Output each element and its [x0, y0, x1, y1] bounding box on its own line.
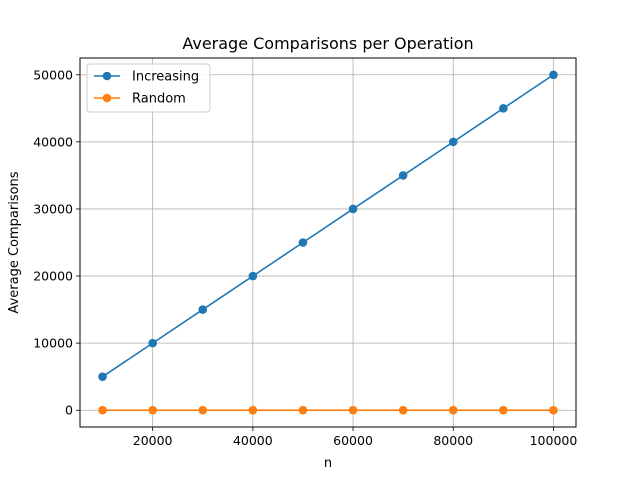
- random-point: [298, 405, 308, 415]
- ticks: 20000 40000 60000 80000 100000 0 10000 20000 300…: [33, 67, 577, 448]
- series-random: [98, 405, 558, 415]
- random-point: [198, 405, 208, 415]
- series-layer: [98, 70, 558, 415]
- plot-frame: [79, 57, 577, 428]
- increasing-point: [499, 104, 508, 113]
- y-axis-title: Average Comparisons: [7, 171, 22, 313]
- legend-marker-swatch: [102, 93, 112, 103]
- legend-label: Increasing: [132, 70, 199, 85]
- increasing-point: [198, 305, 208, 314]
- x-tick-label: 100000: [530, 433, 578, 448]
- increasing-point: [398, 171, 408, 180]
- increasing-line: [102, 74, 554, 378]
- increasing-point: [98, 372, 107, 381]
- x-axis-title: n: [324, 456, 332, 471]
- legend-marker-swatch: [102, 71, 112, 81]
- y-tick-label: 10000: [33, 336, 73, 351]
- random-point: [148, 405, 157, 415]
- legend-item-increasing: Increasing: [94, 70, 199, 85]
- x-tick-label: 60000: [333, 433, 373, 448]
- y-tick-label: 50000: [33, 67, 73, 82]
- random-point: [499, 405, 508, 415]
- legend-item-random: Random: [94, 92, 186, 107]
- increasing-point: [348, 204, 358, 214]
- increasing-point: [248, 271, 258, 281]
- legend: Increasing Random: [86, 63, 211, 113]
- increasing-point: [448, 137, 458, 147]
- y-tick-label: 30000: [33, 201, 73, 216]
- random-point: [448, 405, 458, 415]
- increasing-point: [148, 338, 157, 348]
- increasing-point: [298, 238, 308, 247]
- random-point: [98, 405, 107, 415]
- random-point: [348, 405, 358, 415]
- x-tick-label: 40000: [233, 433, 273, 448]
- grid: [80, 58, 576, 427]
- y-tick-label: 40000: [33, 134, 73, 149]
- chart-title: Average Comparisons per Operation: [182, 34, 473, 53]
- series-increasing: [98, 70, 558, 381]
- increasing-point: [549, 70, 558, 80]
- x-tick-label: 20000: [133, 433, 173, 448]
- random-point: [549, 405, 558, 415]
- x-tick-label: 80000: [433, 433, 473, 448]
- y-tick-label: 20000: [33, 269, 73, 284]
- y-tick-label: 0: [65, 403, 73, 418]
- random-point: [248, 405, 258, 415]
- random-point: [398, 405, 408, 415]
- legend-label: Random: [132, 92, 186, 107]
